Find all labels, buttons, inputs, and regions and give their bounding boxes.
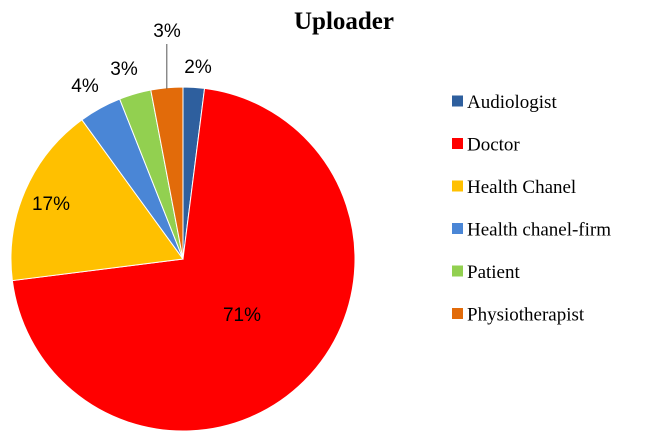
legend-swatch-health-chanel-firm xyxy=(452,223,463,234)
data-label-patient: 3% xyxy=(110,59,138,80)
legend-label-doctor: Doctor xyxy=(467,135,520,156)
chart-title: Uploader xyxy=(294,8,394,35)
legend-label-physiotherapist: Physiotherapist xyxy=(467,305,585,326)
data-label-health-chanel-firm: 4% xyxy=(71,76,99,97)
pie-slice-health-chanel xyxy=(10,119,184,282)
pie-slice-doctor xyxy=(11,87,356,432)
data-label-physiotherapist: 3% xyxy=(153,21,181,42)
legend-label-patient: Patient xyxy=(467,262,520,283)
legend-label-health-chanel-firm: Health chanel-firm xyxy=(467,220,611,241)
data-label-doctor: 71% xyxy=(223,305,261,326)
legend-label-audiologist: Audiologist xyxy=(467,92,557,113)
legend-swatch-physiotherapist xyxy=(452,308,463,319)
legend-swatch-audiologist xyxy=(452,95,463,107)
legend-label-health-chanel: Health Chanel xyxy=(467,177,576,198)
data-label-audiologist: 2% xyxy=(184,57,212,78)
legend-swatch-patient xyxy=(452,265,463,277)
legend-swatch-health-chanel xyxy=(452,180,463,192)
legend-swatch-doctor xyxy=(452,138,463,149)
data-label-health-chanel: 17% xyxy=(32,194,70,215)
